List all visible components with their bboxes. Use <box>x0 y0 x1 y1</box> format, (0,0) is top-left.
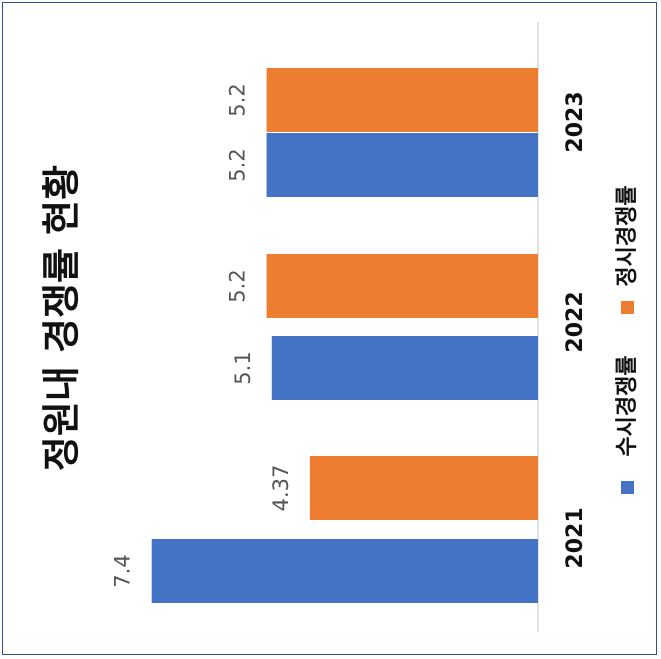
chart-title: 정원내 경쟁률 현황 <box>40 165 84 471</box>
data-label-2021-series-1: 7.4 <box>111 554 135 587</box>
data-label-2022-series-1: 5.1 <box>231 351 255 384</box>
data-label-2021-series-2: 4.37 <box>269 465 293 512</box>
data-label-2022-series-2: 5.2 <box>226 269 250 302</box>
bar-2021-series-1 <box>151 539 538 603</box>
year-labels-group: 2021 2022 2023 <box>563 91 588 568</box>
legend-marker-series-2 <box>621 301 634 314</box>
category-label-2022: 2022 <box>563 291 588 352</box>
legend-label-series-2: 정시경쟁률 <box>615 185 640 286</box>
legend: 수시경쟁률 정시경쟁률 <box>615 185 640 494</box>
bar-2022-series-2 <box>266 254 538 318</box>
data-label-2023-series-1: 5.2 <box>226 148 250 181</box>
bar-2021-series-2 <box>309 456 538 520</box>
bar-2023-series-1 <box>266 133 538 197</box>
bar-2023-series-2 <box>266 68 538 132</box>
category-label-2021: 2021 <box>563 507 588 568</box>
legend-label-series-1: 수시경쟁률 <box>615 355 640 456</box>
bar-2022-series-1 <box>271 336 538 400</box>
category-label-2023: 2023 <box>563 91 588 152</box>
value-labels-group: 7.4 4.37 5.1 5.2 5.2 5.2 <box>111 83 293 587</box>
data-label-2023-series-2: 5.2 <box>226 83 250 116</box>
legend-marker-series-1 <box>621 481 634 494</box>
bars-group <box>151 68 538 603</box>
